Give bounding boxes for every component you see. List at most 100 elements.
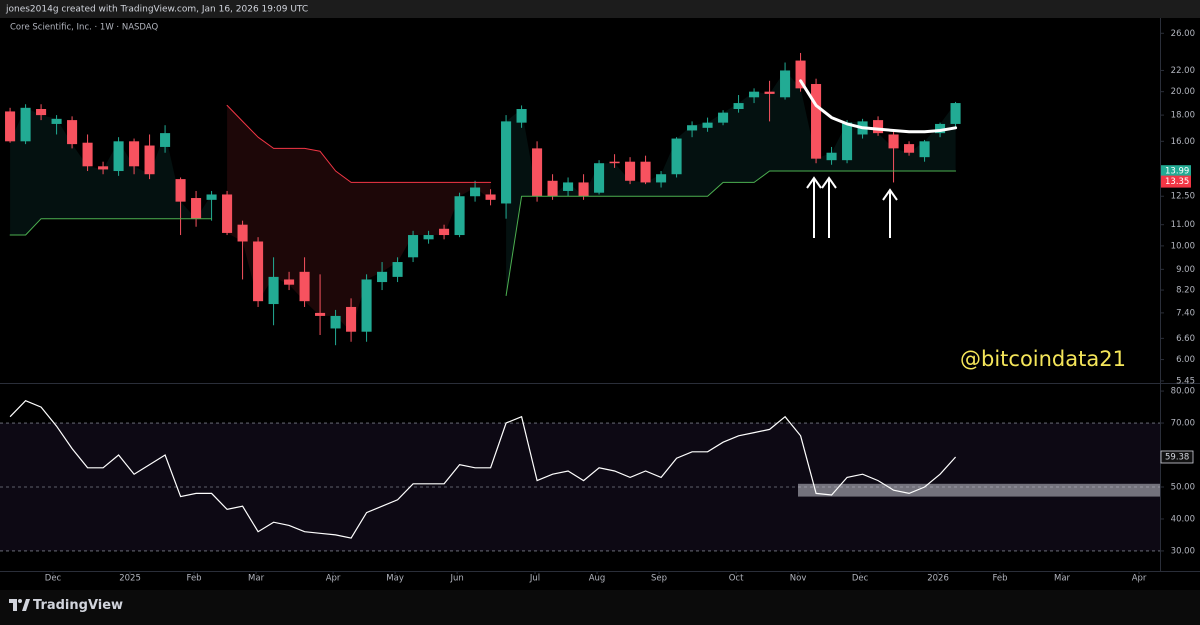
x-tick-label: Nov	[790, 574, 807, 584]
last-value-label: 59.38	[1165, 453, 1189, 463]
candle-body	[795, 60, 806, 89]
candle-body	[346, 306, 357, 332]
x-tick-label: Oct	[729, 574, 744, 584]
candle-body	[113, 141, 124, 172]
candle-body	[36, 109, 47, 116]
x-tick-label: 2025	[119, 574, 141, 584]
candle-body	[578, 182, 589, 197]
candle-body	[98, 166, 109, 170]
y-tick-label: 20.00	[1171, 87, 1195, 97]
indicator-line	[9, 170, 957, 296]
last-price-label: 13.35	[1165, 177, 1189, 187]
candle-body	[454, 196, 465, 236]
y-tick-label: 7.40	[1176, 308, 1195, 318]
y-tick-label: 16.00	[1171, 137, 1195, 147]
y-tick-label: 8.20	[1176, 286, 1195, 296]
rsi-line	[9, 399, 957, 539]
y-tick-label: 6.60	[1176, 334, 1195, 344]
candle-body	[532, 148, 543, 197]
candle-body	[935, 123, 946, 134]
trend-fill	[227, 105, 491, 332]
last-value-box	[1160, 450, 1194, 464]
last-price-box	[1161, 175, 1191, 188]
candle-body	[656, 174, 667, 183]
arrow	[821, 176, 837, 238]
header-text: jones2014g created with TradingView.com,…	[5, 5, 308, 15]
candle-body	[594, 163, 605, 193]
y-tick-label: 11.00	[1171, 220, 1195, 230]
candle-body	[315, 312, 326, 316]
candle-body	[5, 111, 16, 142]
candle-body	[237, 224, 248, 242]
candle-body	[702, 122, 713, 128]
candle-body	[904, 144, 915, 153]
candle-body	[206, 194, 217, 200]
candle-body	[423, 235, 434, 240]
candle-body	[671, 138, 682, 175]
candle-body	[609, 161, 620, 164]
candle-body	[919, 141, 930, 158]
candle-body	[51, 118, 62, 124]
candle-body	[175, 179, 186, 202]
candle-body	[408, 235, 419, 258]
tradingview-logo	[9, 599, 30, 611]
candle-body	[361, 279, 372, 332]
candle-body	[82, 142, 93, 167]
y-tick-label: 26.00	[1171, 29, 1195, 39]
trend-fill	[10, 107, 212, 235]
candle-body	[284, 279, 295, 285]
arrow	[806, 176, 822, 238]
y-tick-label: 9.00	[1176, 265, 1195, 275]
candle-body	[144, 145, 155, 175]
candle-body	[640, 161, 651, 183]
candle-body	[842, 122, 853, 161]
y-tick-label: 5.45	[1176, 376, 1195, 386]
plot: 26.00 22.00 20.00 18.00 16.00 12.50 11.00 10.00…	[0, 29, 1195, 584]
candle-body	[764, 91, 775, 94]
y-tick-label: 18.00	[1171, 111, 1195, 121]
footer-bar	[0, 590, 1200, 625]
candle-body	[299, 271, 310, 302]
y-tick-label: 40.00	[1171, 514, 1195, 524]
x-tick-label: 2026	[927, 574, 949, 584]
candle-body	[780, 70, 791, 98]
y-tick-label: 70.00	[1171, 419, 1195, 429]
x-tick-label: May	[386, 574, 404, 584]
candle-body	[20, 107, 31, 142]
logo-mark	[22, 599, 30, 611]
x-tick-label: Mar	[1054, 574, 1071, 584]
indicator-line	[799, 79, 958, 134]
x-tick-label: Feb	[993, 574, 1008, 584]
candle-body	[191, 198, 202, 219]
x-tick-label: Mar	[248, 574, 265, 584]
zone-box	[798, 483, 1160, 497]
candle-body	[516, 109, 527, 123]
candle-body	[718, 112, 729, 123]
candle-body	[129, 141, 140, 167]
candle-body	[888, 134, 899, 149]
candle-body	[253, 241, 264, 302]
chart-title: Core Scientific, Inc. · 1W · NASDAQ	[10, 23, 158, 33]
candle-body	[160, 133, 171, 147]
candle-body	[873, 120, 884, 134]
last-price-box	[1161, 165, 1191, 178]
candle-body	[950, 103, 961, 124]
y-tick-label: 50.00	[1171, 482, 1195, 492]
x-tick-label: Dec	[852, 574, 869, 584]
candle-body	[377, 271, 388, 283]
candle-body	[501, 121, 512, 204]
candle-body	[67, 120, 78, 145]
logo-mark	[9, 599, 17, 611]
candle-body	[268, 276, 279, 305]
candle-body	[547, 180, 558, 197]
candle-body	[439, 228, 450, 236]
x-tick-label: Feb	[187, 574, 202, 584]
candle-body	[330, 315, 341, 329]
candle-body	[826, 152, 837, 161]
x-tick-label: Jun	[449, 574, 463, 584]
y-tick-label: 80.00	[1171, 387, 1195, 397]
logo-mark	[18, 599, 22, 603]
candle-body	[749, 91, 760, 98]
candle-body	[392, 262, 403, 277]
